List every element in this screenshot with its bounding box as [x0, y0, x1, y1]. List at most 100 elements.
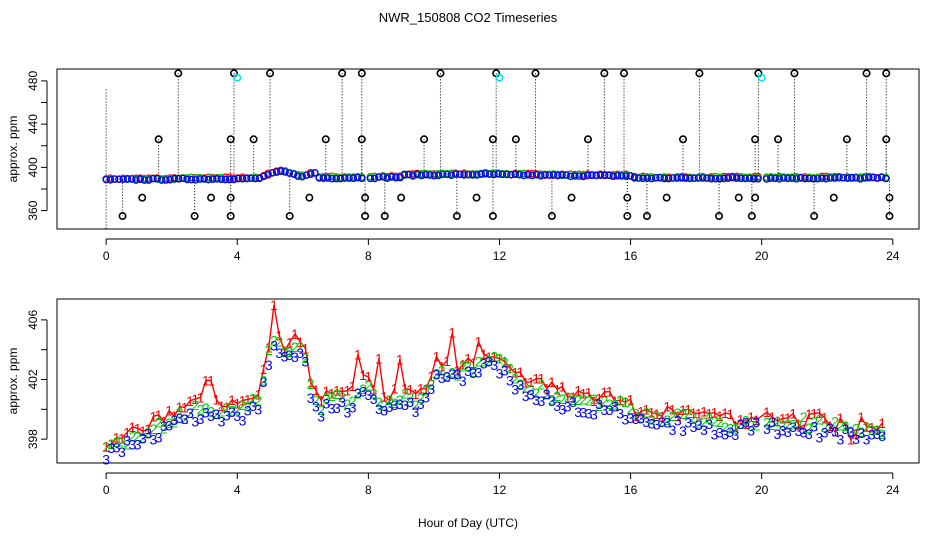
- top-flag-372: [567, 193, 576, 202]
- top-point-s3: [179, 174, 187, 183]
- series-3-marker: 3: [176, 410, 184, 426]
- top-plot-frame: [56, 68, 920, 230]
- series-1-marker: 1: [433, 348, 441, 364]
- series-1-marker: 1: [616, 392, 624, 408]
- top-point-s3: [183, 175, 191, 184]
- series-1-marker: 1: [291, 326, 299, 342]
- top-point-s3: [447, 171, 456, 179]
- top-point-s3: [370, 174, 379, 183]
- top-point-s3: [775, 175, 784, 183]
- top-point-s3: [200, 175, 208, 183]
- top-point-s3: [771, 174, 779, 183]
- series-2-marker: 2: [873, 422, 881, 438]
- series-2-marker: 2: [606, 396, 614, 412]
- series-3-marker: 3: [873, 426, 881, 442]
- series-1-marker: 1: [364, 369, 372, 385]
- top-point-s3: [554, 171, 562, 180]
- series-2-marker: 2: [223, 400, 231, 416]
- series-2-marker: 2: [611, 396, 619, 412]
- series-3-marker: 3: [517, 377, 525, 393]
- top-point-s3: [605, 171, 613, 180]
- top-flag-high: [862, 69, 871, 78]
- series-1-marker: 1: [810, 405, 818, 421]
- series-2-marker: 2: [711, 414, 719, 430]
- series-1-marker: 1: [695, 406, 703, 422]
- top-point-s3: [596, 171, 605, 179]
- bottom-x-tick-label: 16: [624, 483, 638, 497]
- top-point-s3: [272, 168, 281, 176]
- top-flag-355: [285, 212, 294, 221]
- series-1-marker: 1: [585, 385, 593, 401]
- bottom-x-tick-label: 12: [493, 483, 507, 497]
- bottom-y-tick-label: 402: [26, 369, 40, 389]
- series-2-marker: 2: [669, 408, 677, 424]
- series-2-marker: 2: [312, 392, 320, 408]
- series-2-marker: 2: [674, 405, 682, 421]
- series-1-marker: 1: [674, 408, 682, 424]
- series-3-marker: 3: [291, 349, 299, 365]
- top-point-s3: [166, 175, 174, 184]
- top-point-s3: [519, 171, 528, 180]
- series-3-marker: 3: [475, 364, 483, 380]
- top-flag-426: [842, 135, 851, 144]
- top-point-s3: [711, 174, 720, 183]
- series-3-marker: 3: [569, 394, 577, 410]
- series-1-marker: 1: [118, 430, 126, 446]
- series-2-marker: 2: [810, 414, 818, 430]
- bottom-x-tick-label: 4: [234, 483, 241, 497]
- top-point-s3: [733, 174, 741, 182]
- series-1-marker: 1: [113, 430, 121, 446]
- series-3-marker: 3: [412, 404, 420, 420]
- series-2-marker: 2: [658, 414, 666, 430]
- series-3-marker: 3: [275, 345, 283, 361]
- series-2-marker: 2: [265, 342, 273, 358]
- bottom-plot-frame: [56, 298, 920, 464]
- series-3-marker: 3: [831, 424, 839, 440]
- top-point-s3: [507, 170, 515, 179]
- series-3-marker: 3: [501, 363, 509, 379]
- series-3-marker: 3: [485, 353, 493, 369]
- top-flag-426: [154, 135, 163, 144]
- top-point-s3: [720, 174, 728, 183]
- top-point-s3: [541, 170, 549, 179]
- top-point-s3: [106, 176, 115, 184]
- series-1-marker: 1: [354, 346, 362, 362]
- series-1-marker: 1: [139, 423, 147, 439]
- top-point-s3: [281, 168, 289, 176]
- series-1-marker: 1: [485, 349, 493, 365]
- x-axis-label: Hour of Day (UTC): [418, 516, 518, 530]
- series-1-marker: 1: [538, 371, 546, 387]
- top-flag-355: [642, 212, 651, 221]
- series-1-marker: 1: [705, 406, 713, 422]
- top-point-s3: [784, 174, 792, 183]
- series-2-marker: 2: [637, 409, 645, 425]
- series-1-marker: 1: [296, 334, 304, 350]
- series-1-marker: 1: [312, 382, 320, 398]
- top-point-s3: [213, 175, 221, 183]
- series-3-marker: 3: [553, 398, 561, 414]
- top-point-s3: [818, 174, 826, 183]
- top-point-s3: [809, 175, 818, 183]
- top-point-s3: [865, 174, 873, 182]
- series-1-marker: 1: [123, 424, 131, 440]
- top-y-tick-label: 360: [26, 200, 40, 220]
- series-2-marker: 2: [742, 413, 750, 429]
- series-1-marker: 1: [343, 383, 351, 399]
- top-point-s3: [579, 172, 588, 181]
- series-3-marker: 3: [260, 374, 268, 390]
- top-point-s3: [677, 173, 686, 182]
- series-1-marker: 1: [721, 405, 729, 421]
- series-2-marker: 2: [553, 388, 561, 404]
- top-flag-355: [118, 212, 127, 221]
- series-2-marker: 2: [485, 352, 493, 368]
- series-3-marker: 3: [218, 413, 226, 429]
- top-point-s3: [502, 170, 511, 179]
- top-point-s3: [707, 175, 715, 183]
- top-point-s3: [443, 170, 451, 179]
- top-x-tick-label: 4: [234, 249, 241, 263]
- series-1-marker: 1: [857, 409, 865, 425]
- series-3-marker: 3: [228, 404, 236, 420]
- top-flag-372: [734, 193, 743, 202]
- top-point-s3: [600, 171, 609, 179]
- top-point-s3: [238, 174, 247, 183]
